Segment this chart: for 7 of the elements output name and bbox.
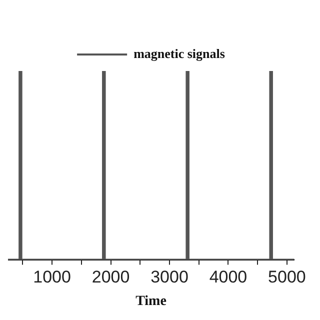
legend-label: magnetic signals bbox=[134, 46, 225, 61]
x-axis-title: Time bbox=[136, 294, 166, 310]
x-tick-label: 4000 bbox=[209, 268, 248, 287]
x-tick-label: 2000 bbox=[92, 268, 130, 287]
x-tick-label: 5000 bbox=[268, 268, 306, 287]
x-tick-label: 3000 bbox=[150, 268, 188, 287]
x-tick-label: 1000 bbox=[33, 268, 71, 287]
